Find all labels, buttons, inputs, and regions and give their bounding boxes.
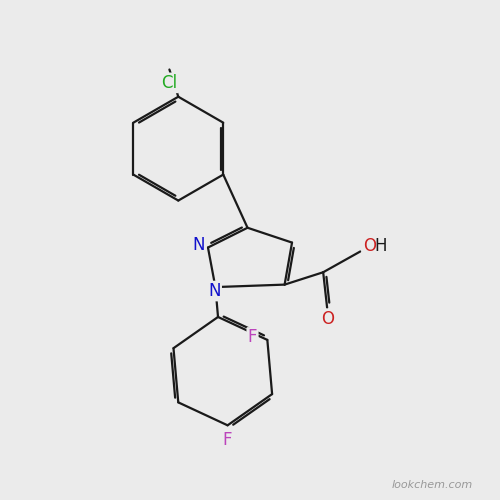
Text: F: F bbox=[248, 328, 258, 346]
Text: H: H bbox=[374, 236, 386, 254]
Text: F: F bbox=[223, 431, 232, 449]
Text: N: N bbox=[193, 236, 205, 254]
Text: lookchem.com: lookchem.com bbox=[392, 480, 472, 490]
Text: N: N bbox=[208, 282, 220, 300]
Text: O: O bbox=[362, 236, 376, 254]
Text: O: O bbox=[320, 310, 334, 328]
Text: Cl: Cl bbox=[162, 74, 178, 92]
